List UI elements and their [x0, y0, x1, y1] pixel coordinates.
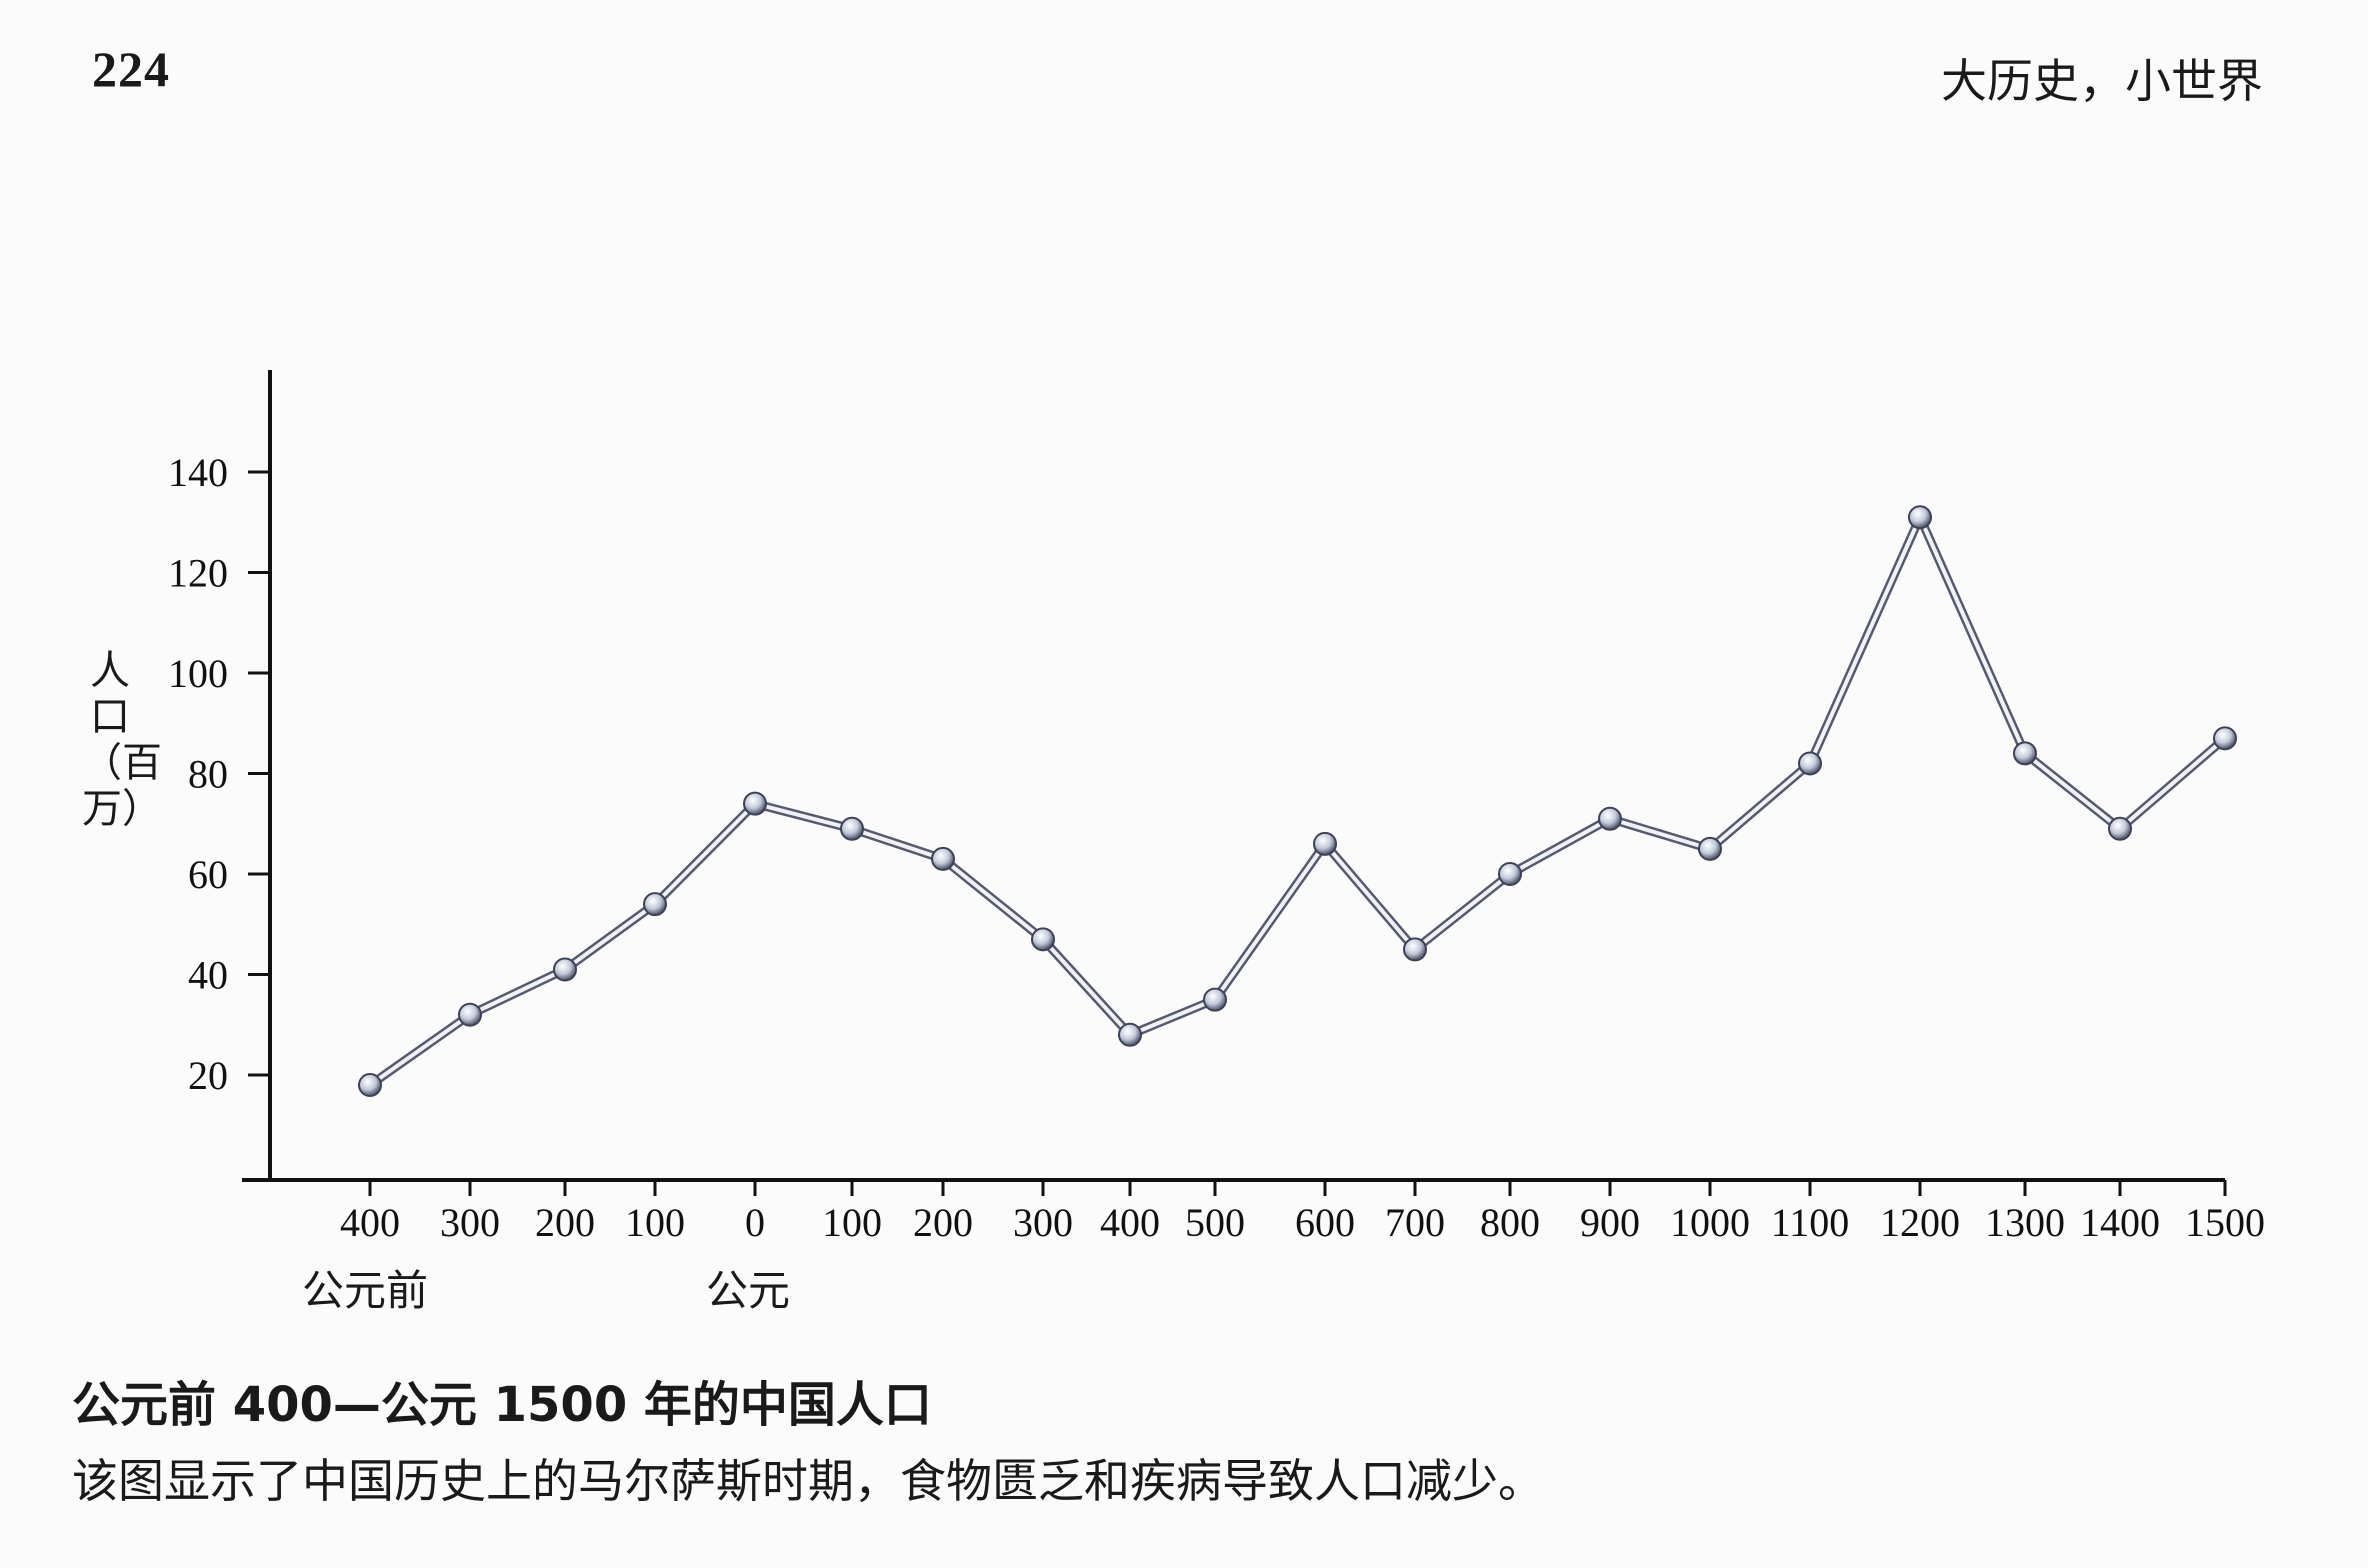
data-point	[553, 957, 577, 982]
y-tick-label: 100	[168, 651, 228, 696]
series-line	[368, 515, 2227, 1087]
x-tick-label: 100	[822, 1200, 882, 1245]
data-point	[1031, 927, 1055, 952]
x-tick-label: 1400	[2080, 1200, 2160, 1245]
data-point	[1403, 937, 1427, 962]
x-tick-label: 300	[1013, 1200, 1073, 1245]
data-point	[1598, 806, 1622, 831]
y-tick-label: 20	[188, 1053, 228, 1098]
x-tick-label: 0	[745, 1200, 765, 1245]
data-point	[1498, 862, 1522, 886]
data-point	[458, 1002, 482, 1027]
y-tick-label: 120	[168, 551, 228, 596]
data-point	[643, 892, 667, 917]
x-tick-label: 200	[535, 1200, 595, 1245]
data-point	[358, 1073, 382, 1098]
x-tick-label: 100	[625, 1200, 685, 1245]
data-point	[2013, 741, 2037, 766]
page-number: 224	[92, 41, 170, 97]
data-point	[931, 846, 955, 871]
x-tick-label: 1100	[1771, 1200, 1850, 1245]
x-era-label-ce: 公元	[706, 1266, 791, 1315]
x-tick-label: 200	[913, 1200, 973, 1245]
data-point	[1118, 1022, 1142, 1047]
data-point	[1798, 751, 1822, 776]
x-tick-label: 1200	[1880, 1200, 1960, 1245]
data-point	[2213, 726, 2237, 751]
data-point	[1313, 831, 1337, 856]
data-point	[840, 816, 864, 841]
y-tick-label: 140	[168, 450, 228, 495]
x-tick-label: 400	[1100, 1200, 1160, 1245]
data-point	[1908, 505, 1932, 530]
x-tick-label: 1000	[1670, 1200, 1750, 1245]
y-tick-label: 40	[188, 953, 228, 998]
x-tick-label: 1500	[2185, 1200, 2265, 1245]
data-point	[2108, 816, 2132, 841]
x-tick-label: 800	[1480, 1200, 1540, 1245]
x-era-label-bce: 公元前	[302, 1266, 429, 1315]
figure-caption-text: 该图显示了中国历史上的马尔萨斯时期，食物匮乏和疾病导致人口减少。	[72, 1454, 1544, 1508]
x-tick-label: 900	[1580, 1200, 1640, 1245]
x-tick-label: 500	[1185, 1200, 1245, 1245]
y-axis-ticks: 20 40 60 80 100 120 140	[168, 450, 270, 1098]
data-point	[743, 791, 767, 816]
y-tick-label: 80	[188, 752, 228, 797]
x-tick-label: 700	[1385, 1200, 1445, 1245]
data-point	[1698, 836, 1722, 861]
series-line-outline	[367, 512, 2228, 1089]
x-tick-label: 600	[1295, 1200, 1355, 1245]
figure-caption-title: 公元前 400—公元 1500 年的中国人口	[72, 1377, 932, 1433]
x-tick-label: 300	[440, 1200, 500, 1245]
x-tick-label: 1300	[1985, 1200, 2065, 1245]
chart-series	[358, 505, 2237, 1098]
x-axis-ticks: 400 300 200 100 0 100 200 300 400 500 600 700 800 900…	[340, 1180, 2265, 1245]
y-tick-label: 60	[188, 852, 228, 897]
chart-axes	[242, 370, 2225, 1182]
running-head: 大历史，小世界	[1941, 54, 2263, 108]
data-point	[1203, 987, 1227, 1012]
x-tick-label: 400	[340, 1200, 400, 1245]
